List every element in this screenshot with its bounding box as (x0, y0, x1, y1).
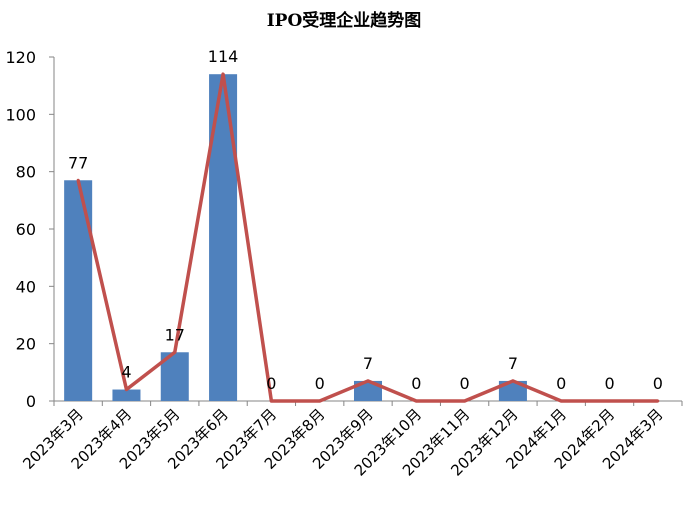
trend-point (511, 379, 515, 383)
data-label: 0 (556, 374, 566, 393)
bar (353, 380, 383, 401)
data-label: 7 (508, 354, 518, 373)
data-label: 4 (121, 363, 131, 382)
trend-point (173, 350, 177, 354)
data-label: 0 (604, 374, 614, 393)
y-tick-label: 120 (5, 48, 36, 67)
trend-point (414, 399, 418, 403)
data-label: 0 (266, 374, 276, 393)
data-label: 0 (411, 374, 421, 393)
data-label: 114 (208, 47, 239, 66)
data-label: 7 (363, 354, 373, 373)
trend-point (608, 399, 612, 403)
data-label: 0 (315, 374, 325, 393)
y-tick-label: 100 (5, 105, 36, 124)
trend-point (124, 388, 128, 392)
trend-point (656, 399, 660, 403)
y-tick-label: 60 (16, 220, 36, 239)
trend-point (463, 399, 467, 403)
y-tick-label: 0 (26, 392, 36, 411)
y-tick-label: 40 (16, 277, 36, 296)
data-label: 77 (68, 153, 88, 172)
trend-point (221, 72, 225, 76)
trend-point (318, 399, 322, 403)
trend-point (269, 399, 273, 403)
bar (112, 389, 141, 401)
y-tick-label: 80 (16, 163, 36, 182)
trend-point (559, 399, 563, 403)
trend-point (76, 178, 80, 182)
bar (498, 380, 527, 401)
trend-point (366, 379, 370, 383)
data-label: 0 (653, 374, 663, 393)
data-label: 0 (460, 374, 470, 393)
chart-title: IPO受理企业趋势图 (266, 11, 422, 31)
trend-line (76, 72, 658, 403)
data-label: 17 (165, 325, 185, 344)
bar (64, 180, 93, 401)
y-tick-label: 20 (16, 335, 36, 354)
